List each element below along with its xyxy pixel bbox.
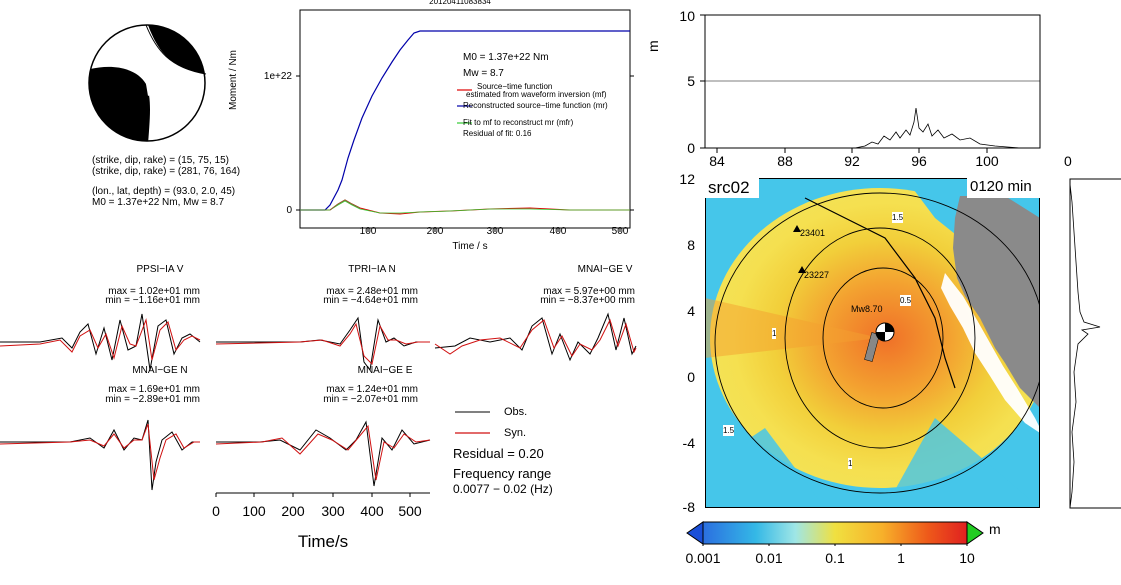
stf-legend-red-l2: estimated from waveform inversion (mf) xyxy=(466,90,607,99)
station-max: max = 1.02e+01 mm xyxy=(108,286,200,297)
stf-xtick: 100 xyxy=(359,226,377,237)
station-23401-marker xyxy=(793,225,801,232)
stf-ylabel: Moment / Nm xyxy=(228,49,239,110)
profile-xtick: 92 xyxy=(844,153,860,169)
map-ytick: 4 xyxy=(687,303,695,319)
wave-xtick: 300 xyxy=(321,503,345,519)
legend-obs-label: Obs. xyxy=(504,406,528,418)
waveforms-plot xyxy=(0,312,637,497)
profile-ytick: 0 xyxy=(687,140,695,156)
colorbar xyxy=(686,521,984,546)
stf-xtick: 500 xyxy=(611,226,629,237)
stf-plot xyxy=(296,9,634,232)
colorbar-tick: 0.001 xyxy=(685,550,721,566)
profile-plot xyxy=(700,14,1041,153)
colorbar-tick: 0.1 xyxy=(825,550,845,566)
tsunami-map xyxy=(705,178,1040,508)
legend-syn-label: Syn. xyxy=(504,427,527,439)
stf-legend-blue: Reconstructed source−time function (mr) xyxy=(463,101,608,110)
side-profile xyxy=(1069,178,1121,509)
stf-ytick-zero: 0 xyxy=(286,205,292,216)
contour-label: 0.5 xyxy=(900,295,912,306)
stf-mw: Mw = 8.7 xyxy=(463,68,504,79)
station-max: max = 5.97e+00 mm xyxy=(543,286,635,297)
station-name: MNAI−GE V xyxy=(577,264,633,275)
focal-np2: (strike, dip, rake) = (281, 76, 164) xyxy=(92,166,241,177)
station-name: TPRI−IA N xyxy=(348,264,396,275)
focal-location: (lon., lat, depth) = (93.0, 2.0, 45) xyxy=(92,186,236,197)
profile-unit: m xyxy=(645,40,661,52)
stf-legend-red-l1: Source−time function xyxy=(477,82,553,91)
station-23227-label: 23227 xyxy=(804,270,830,280)
colorbar-tick: 1 xyxy=(897,550,905,566)
station-min: min = −2.89e+01 mm xyxy=(105,394,200,405)
contour-label: 1.5 xyxy=(723,425,735,436)
wave-xtick: 400 xyxy=(360,503,384,519)
map-ytick: 8 xyxy=(687,237,695,253)
contour-label: 1.5 xyxy=(892,212,904,223)
station-23401-label: 23401 xyxy=(800,228,826,238)
stf-m0: M0 = 1.37e+22 Nm xyxy=(463,52,549,63)
wave-xtick: 0 xyxy=(212,503,220,519)
station-max: max = 2.48e+01 mm xyxy=(326,286,418,297)
residual-label: Residual = 0.20 xyxy=(453,446,544,461)
colorbar-unit: m xyxy=(989,521,1001,537)
station-min: min = −8.37e+00 mm xyxy=(540,295,635,306)
stf-xlabel: Time / s xyxy=(452,241,488,252)
map-time: 0120 min xyxy=(970,178,1032,195)
colorbar-tick: 0.01 xyxy=(755,550,783,566)
station-min: min = −2.07e+01 mm xyxy=(323,394,418,405)
map-label: src02 xyxy=(708,178,750,197)
wave-xlabel: Time/s xyxy=(297,532,349,551)
station-min: min = −1.16e+01 mm xyxy=(105,295,200,306)
contour-label: 1 xyxy=(848,458,853,469)
profile-xtick: 96 xyxy=(911,153,927,169)
stf-ytick-top: 1e+22 xyxy=(263,71,292,82)
map-ytick: 0 xyxy=(687,369,695,385)
map-ytick: 12 xyxy=(679,171,695,187)
stf-legend-green-l2: Residual of fit: 0.16 xyxy=(463,129,532,138)
epicenter-label: Mw8.70 xyxy=(851,304,883,314)
side-tick: 0 xyxy=(1064,153,1072,169)
wave-xtick: 100 xyxy=(242,503,266,519)
station-min: min = −4.64e+01 mm xyxy=(323,295,418,306)
stf-title: 20120411083834 xyxy=(429,0,491,6)
station-name: PPSI−IA V xyxy=(136,264,184,275)
focal-mechanism-beachball xyxy=(88,24,207,142)
station-23227-marker xyxy=(798,266,806,273)
profile-xtick: 88 xyxy=(777,153,793,169)
stf-xtick: 200 xyxy=(426,226,444,237)
freq-value: 0.0077 − 0.02 (Hz) xyxy=(453,482,553,496)
stf-xtick: 300 xyxy=(486,226,504,237)
profile-ytick: 10 xyxy=(679,8,695,24)
freq-label: Frequency range xyxy=(453,466,552,481)
wave-xtick: 200 xyxy=(281,503,305,519)
focal-np1: (strike, dip, rake) = (15, 75, 15) xyxy=(92,155,230,166)
profile-ytick: 5 xyxy=(687,73,695,89)
profile-xtick: 84 xyxy=(709,153,725,169)
station-name: MNAI−GE E xyxy=(357,365,413,376)
station-max: max = 1.24e+01 mm xyxy=(326,384,418,395)
station-name: MNAI−GE N xyxy=(132,365,188,376)
stf-legend-green-l1: Fit to mf to reconstruct mr (mfr) xyxy=(463,118,574,127)
focal-moment: M0 = 1.37e+22 Nm, Mw = 8.7 xyxy=(92,197,225,208)
contour-label: 1 xyxy=(772,328,777,339)
map-ytick: -8 xyxy=(682,499,695,515)
stf-xtick: 400 xyxy=(549,226,567,237)
colorbar-tick: 10 xyxy=(959,550,975,566)
profile-xtick: 100 xyxy=(975,153,999,169)
wave-xtick: 500 xyxy=(398,503,422,519)
station-max: max = 1.69e+01 mm xyxy=(108,384,200,395)
map-ytick: -4 xyxy=(682,435,695,451)
